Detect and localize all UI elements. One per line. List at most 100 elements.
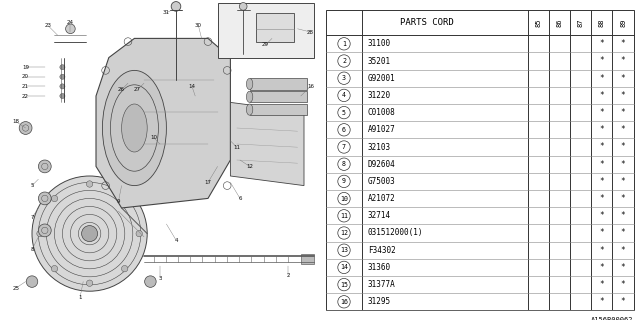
Text: 5: 5 [30,183,34,188]
Text: 89: 89 [620,18,626,27]
Text: *: * [600,177,604,186]
Text: C01008: C01008 [368,108,396,117]
Circle shape [60,74,65,79]
Text: 31: 31 [163,10,170,15]
Text: *: * [600,211,604,220]
Text: *: * [600,57,604,66]
Circle shape [60,93,65,99]
Text: 22: 22 [22,93,29,99]
Text: 12: 12 [246,164,253,169]
Text: 12: 12 [340,230,348,236]
Circle shape [26,276,38,287]
Text: G75003: G75003 [368,177,396,186]
Text: 9: 9 [116,199,120,204]
Text: 19: 19 [22,65,29,70]
Text: 031512000(1): 031512000(1) [368,228,424,237]
Bar [256,13,294,42]
Text: *: * [621,177,625,186]
Circle shape [145,276,156,287]
Text: 1: 1 [342,41,346,47]
Circle shape [86,181,93,187]
Text: 31377A: 31377A [368,280,396,289]
Text: G92001: G92001 [368,74,396,83]
Ellipse shape [246,91,253,102]
Text: *: * [621,39,625,48]
Text: 88: 88 [599,18,605,27]
Text: *: * [600,160,604,169]
Text: 10: 10 [150,135,157,140]
Text: 32714: 32714 [368,211,391,220]
Text: 6: 6 [238,196,242,201]
Text: 31295: 31295 [368,297,391,306]
Text: 11: 11 [234,145,240,150]
Ellipse shape [102,70,166,186]
Text: *: * [621,297,625,306]
Text: 30: 30 [195,23,202,28]
Text: *: * [621,125,625,134]
Text: A91027: A91027 [368,125,396,134]
Circle shape [239,3,247,10]
Text: 31360: 31360 [368,263,391,272]
Text: 4: 4 [342,92,346,98]
Circle shape [172,2,181,11]
Text: *: * [621,211,625,220]
Text: 35201: 35201 [368,57,391,66]
Bar [250,91,307,102]
Text: *: * [621,246,625,255]
Text: *: * [621,280,625,289]
Circle shape [38,224,51,237]
Circle shape [51,266,58,272]
Text: 2: 2 [286,273,290,278]
Text: 16: 16 [307,84,314,89]
Text: *: * [621,57,625,66]
Text: *: * [621,142,625,151]
Text: A156B00062: A156B00062 [591,317,634,320]
Circle shape [38,192,51,205]
Text: 31100: 31100 [368,39,391,48]
Text: *: * [621,194,625,203]
Circle shape [82,226,98,242]
Circle shape [38,160,51,173]
Text: 6: 6 [342,127,346,133]
Text: 3: 3 [158,276,162,281]
Polygon shape [96,38,230,208]
Text: *: * [621,108,625,117]
Text: 28: 28 [307,29,314,35]
Text: *: * [600,39,604,48]
Text: *: * [600,246,604,255]
Text: 25: 25 [13,285,19,291]
Text: 29: 29 [262,42,269,47]
Circle shape [51,195,58,202]
Text: 87: 87 [578,18,584,27]
Text: 11: 11 [340,213,348,219]
Text: *: * [600,125,604,134]
Polygon shape [230,102,304,186]
Circle shape [19,122,32,134]
Text: *: * [621,228,625,237]
Circle shape [122,266,128,272]
Text: 14: 14 [340,264,348,270]
Text: 20: 20 [22,74,29,79]
Text: PARTS CORD: PARTS CORD [401,18,454,27]
Circle shape [86,280,93,286]
Text: 21: 21 [22,84,29,89]
Text: *: * [600,74,604,83]
Circle shape [32,176,147,291]
Text: 27: 27 [134,87,141,92]
Circle shape [60,65,65,70]
Text: *: * [621,91,625,100]
Circle shape [60,84,65,89]
Text: 15: 15 [340,282,348,288]
Text: *: * [600,108,604,117]
Text: *: * [600,194,604,203]
Text: 5: 5 [342,109,346,116]
Text: 24: 24 [67,20,74,25]
Text: 7: 7 [342,144,346,150]
Text: 13: 13 [340,247,348,253]
Ellipse shape [246,104,253,115]
Text: 14: 14 [189,84,195,89]
Text: *: * [600,228,604,237]
Text: 18: 18 [13,119,19,124]
Text: 1: 1 [78,295,82,300]
Bar [301,254,314,264]
